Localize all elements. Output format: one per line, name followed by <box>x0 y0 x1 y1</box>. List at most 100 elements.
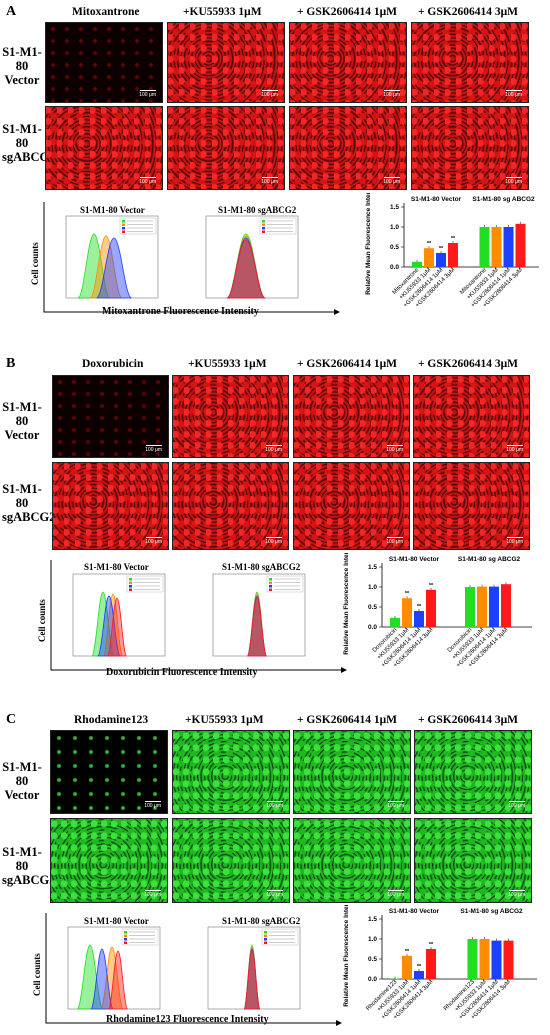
micrograph: 100 μm <box>50 818 168 903</box>
legend-swatch <box>262 220 265 223</box>
scale-bar: 100 μm <box>508 892 525 898</box>
panel-letter-a: A <box>6 4 17 19</box>
column-header: + GSK2606414 1μM <box>297 358 397 370</box>
column-header: + GSK2606414 1μM <box>297 6 397 18</box>
bar <box>402 955 412 979</box>
bar-chart: Relative Mean Fluorescence Intensity 0.0 0… <box>343 553 532 669</box>
histogram-curve <box>89 235 123 299</box>
micrograph: 100 μm <box>293 818 411 903</box>
significance-mark: ** <box>417 604 422 610</box>
legend-swatch <box>129 585 132 588</box>
legend-swatch <box>264 941 267 944</box>
row-label: S1-M1-80 sgABCG2 <box>2 122 56 164</box>
bar <box>491 227 502 267</box>
scale-bar: 100 μm <box>506 447 523 453</box>
micrograph: 100 μm <box>52 375 169 458</box>
histogram-curve <box>243 950 261 1010</box>
legend-swatch <box>122 230 125 233</box>
legend-swatch <box>124 938 127 941</box>
micrograph: 100 μm <box>411 22 529 103</box>
legend-swatch <box>124 931 127 934</box>
axis-frame <box>43 202 338 313</box>
bar-y-label: Relative Mean Fluorescence Intensity <box>365 193 372 295</box>
bar-tick-label: 0.0 <box>368 976 377 983</box>
micrograph: 100 μm <box>52 462 169 550</box>
micrograph: 100 μm <box>50 730 168 814</box>
micrograph: 100 μm <box>413 375 530 458</box>
scale-bar: 100 μm <box>383 92 400 98</box>
bar <box>448 243 458 267</box>
scale-bar: 100 μm <box>266 803 283 809</box>
row-label: S1-M1-80 sgABCG2 <box>2 482 56 524</box>
scale-bar: 100 μm <box>386 447 403 453</box>
bar-group-label: S1-M1-80 Vector <box>389 556 440 563</box>
bar <box>467 939 478 979</box>
scale-bar: 100 μm <box>144 892 161 898</box>
histogram-title: S1-M1-80 Vector <box>80 205 145 215</box>
histogram-legend <box>121 928 159 946</box>
significance-mark: ** <box>439 246 444 252</box>
histogram-title: S1-M1-80 sgABCG2 <box>222 916 301 926</box>
histogram-legend <box>126 575 164 593</box>
histogram-title: S1-M1-80 Vector <box>84 562 149 572</box>
scale-bar: 100 μm <box>261 92 278 98</box>
bar-tick-label: 0.5 <box>368 604 377 611</box>
scale-bar: 100 μm <box>261 179 278 185</box>
bar <box>489 586 499 627</box>
bar <box>414 611 424 627</box>
legend-swatch <box>264 938 267 941</box>
legend-swatch <box>264 931 267 934</box>
scale-bar: 100 μm <box>139 179 156 185</box>
bar <box>491 940 502 979</box>
scale-bar: 100 μm <box>266 892 283 898</box>
scale-bar: 100 μm <box>505 179 522 185</box>
scale-bar: 100 μm <box>144 803 161 809</box>
histogram-legend <box>119 217 157 235</box>
bar-tick-label: 1.0 <box>368 584 377 591</box>
scale-bar: 100 μm <box>265 539 282 545</box>
micrograph: 100 μm <box>413 462 530 550</box>
bar-group-label: S1-M1-80 sg ABCG2 <box>472 196 535 203</box>
axis-frame <box>50 560 345 671</box>
legend-swatch <box>262 230 265 233</box>
column-header: + GSK2606414 3μM <box>418 6 518 18</box>
scale-bar: 100 μm <box>387 892 404 898</box>
bar <box>412 261 422 267</box>
histogram-curve <box>76 944 104 1010</box>
bar-tick-label: 1.5 <box>390 204 399 211</box>
bar <box>503 940 514 979</box>
column-header: +KU55933 1μM <box>183 6 262 18</box>
bar-group-label: S1-M1-80 Vector <box>389 908 440 915</box>
bar-tick-label: 1.5 <box>368 916 377 923</box>
row-label: S1-M1-80 Vector <box>2 400 42 442</box>
scale-bar: 100 μm <box>265 447 282 453</box>
bar-tick-label: 1.0 <box>390 224 399 231</box>
row-label: S1-M1-80 Vector <box>2 45 42 87</box>
micrograph: 100 μm <box>45 106 163 190</box>
histogram-pair <box>50 560 347 673</box>
panel-letter-c: C <box>6 712 17 727</box>
micrograph: 100 μm <box>172 730 290 814</box>
micrograph: 100 μm <box>172 462 289 550</box>
histogram-curve <box>90 948 114 1010</box>
micrograph: 100 μm <box>45 22 163 103</box>
significance-mark: ** <box>405 949 410 955</box>
histogram-pair <box>45 913 342 1026</box>
column-header: + GSK2606414 1μM <box>297 714 397 726</box>
histogram-curve <box>107 597 127 657</box>
bar <box>503 227 514 267</box>
bar <box>479 939 490 979</box>
bar <box>426 949 436 979</box>
column-header: Rhodamine123 <box>74 714 149 726</box>
legend-swatch <box>124 941 127 944</box>
micrograph: 100 μm <box>289 106 407 190</box>
histogram-title: S1-M1-80 Vector <box>84 916 149 926</box>
bar-tick-label: 1.0 <box>368 936 377 943</box>
significance-mark: ** <box>451 236 456 242</box>
histogram-pair <box>43 202 340 315</box>
legend-swatch <box>264 934 267 937</box>
bar-chart: Relative Mean Fluorescence Intensity 0.0 0… <box>343 905 537 1021</box>
micrograph: 100 μm <box>172 375 289 458</box>
legend-swatch <box>269 578 272 581</box>
column-header: +KU55933 1μM <box>188 358 267 370</box>
